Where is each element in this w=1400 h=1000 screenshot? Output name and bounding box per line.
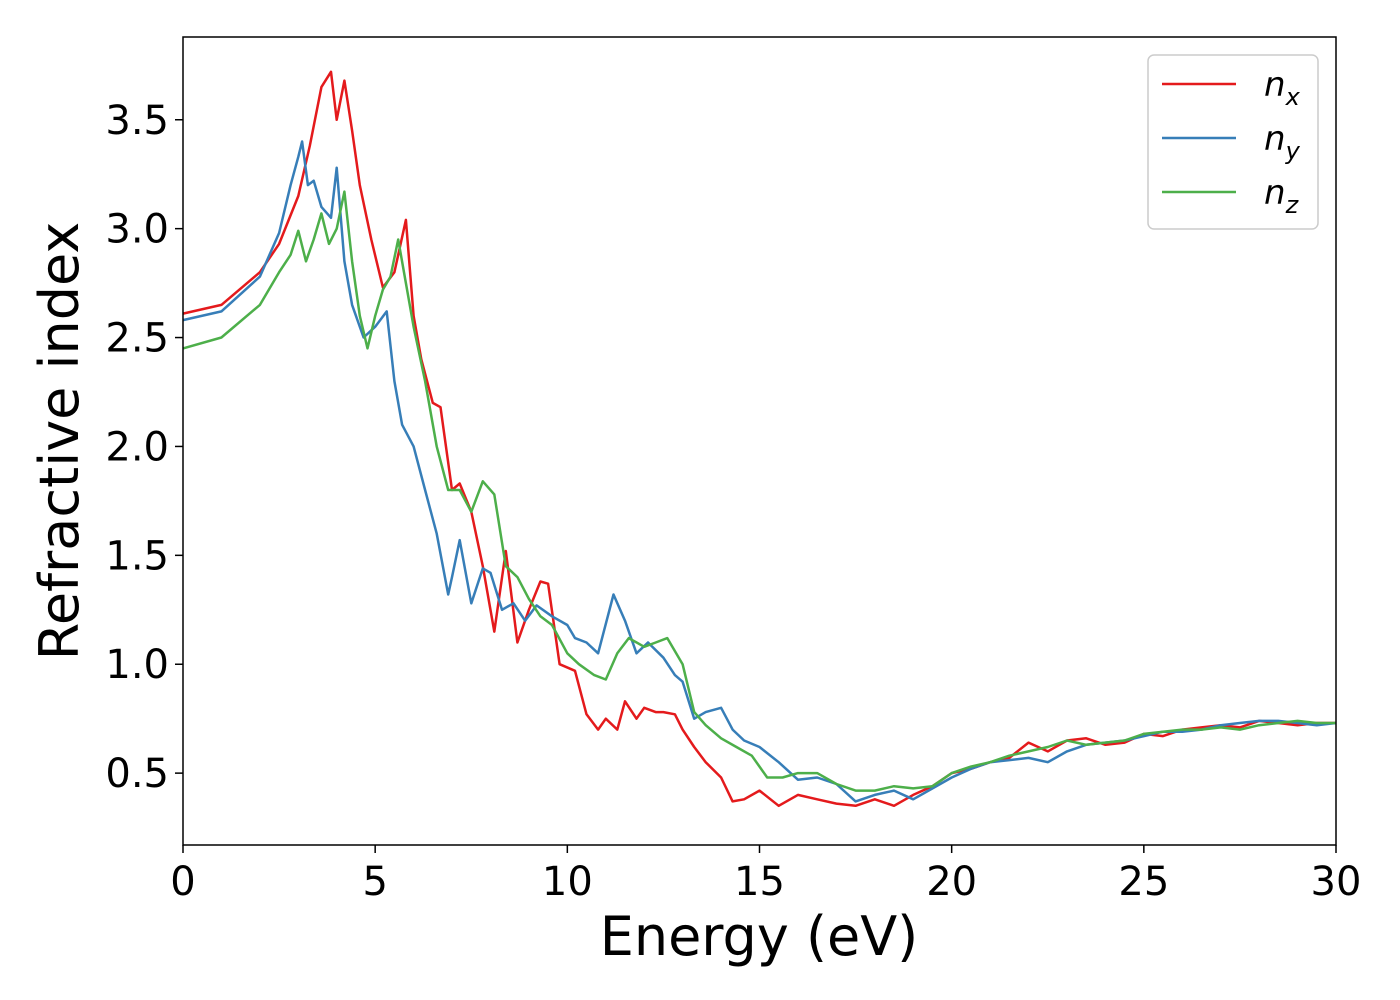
x-tick-label: 5	[362, 859, 387, 905]
x-tick-label: 25	[1118, 859, 1169, 905]
y-tick-label: 2.0	[105, 424, 169, 470]
y-tick-label: 1.5	[105, 533, 169, 579]
y-axis-label: Refractive index	[28, 222, 91, 661]
y-tick-label: 0.5	[105, 751, 169, 797]
y-tick-label: 3.5	[105, 98, 169, 144]
x-axis-label: Energy (eV)	[600, 905, 919, 968]
y-tick-label: 1.0	[105, 642, 169, 688]
legend-label-z: nz	[1264, 173, 1300, 219]
legend-label-y: ny	[1264, 119, 1301, 165]
y-tick-label: 2.5	[105, 316, 169, 362]
legend: nx ny nz	[1147, 54, 1319, 230]
series-line-y	[182, 140, 1337, 803]
series-line-z	[182, 190, 1336, 792]
x-tick-label: 10	[542, 859, 593, 905]
x-tick-label: 15	[734, 859, 785, 905]
x-axis-ticks: 0 5 10 15 20 25 30	[170, 845, 1361, 905]
y-tick-label: 3.0	[105, 207, 169, 253]
x-tick-label: 20	[926, 859, 977, 905]
y-axis-ticks: 0.5 1.0 1.5 2.0 2.5 3.0 3.5	[105, 98, 183, 797]
series-layer	[182, 70, 1337, 808]
plot-background	[183, 37, 1336, 845]
x-tick-label: 0	[170, 859, 195, 905]
x-tick-label: 30	[1311, 859, 1362, 905]
legend-label-x: nx	[1264, 65, 1301, 111]
legend-box	[1147, 54, 1319, 230]
